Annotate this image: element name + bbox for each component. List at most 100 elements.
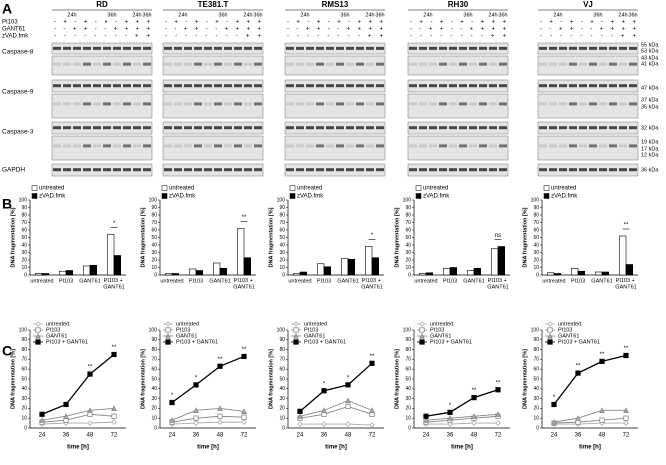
band [569, 126, 577, 130]
band [133, 126, 141, 130]
band [559, 84, 567, 88]
band [539, 168, 547, 172]
band [93, 144, 101, 148]
band [123, 46, 131, 50]
marker [345, 382, 351, 388]
series-line [554, 422, 626, 425]
band [569, 168, 577, 172]
x-tick-label: 72 [495, 433, 502, 439]
band [539, 62, 547, 66]
band [589, 84, 597, 88]
y-tick-label: 50 [533, 376, 539, 382]
band [204, 62, 212, 66]
band [93, 102, 101, 106]
band [499, 144, 507, 148]
band [559, 102, 567, 106]
band [346, 84, 354, 88]
legend-label: GANT61 [176, 333, 197, 339]
bar [243, 257, 252, 276]
band [346, 126, 354, 130]
band [53, 62, 61, 66]
legend-swatch [289, 193, 296, 199]
band [143, 102, 151, 106]
annotation: ** [624, 223, 629, 229]
y-tick-label: 50 [405, 235, 411, 241]
y-axis-label: DNA fragmentation [%] [268, 349, 274, 409]
annotation: ** [576, 364, 581, 370]
marker [623, 407, 629, 413]
band [589, 168, 597, 172]
blot-strip [284, 55, 386, 76]
legend-label: untreated [39, 186, 64, 192]
marker [193, 415, 199, 421]
band [214, 62, 222, 66]
band [629, 84, 637, 88]
x-tick-label: 72 [241, 433, 248, 439]
bar [164, 273, 173, 276]
band [366, 62, 374, 66]
legend-swatch [415, 193, 422, 199]
marker [547, 321, 553, 327]
band [589, 102, 597, 106]
series-line [41, 353, 115, 415]
band [376, 168, 384, 172]
marker [471, 420, 477, 426]
band [549, 46, 557, 50]
band [296, 84, 304, 88]
band [579, 84, 587, 88]
band [499, 46, 507, 50]
bar [82, 265, 91, 276]
marker [217, 405, 223, 412]
marker [471, 413, 477, 419]
series-line [425, 415, 499, 423]
band [286, 62, 294, 66]
x-tick-label: GANT61 [209, 278, 230, 284]
annotation: * [195, 375, 198, 381]
band [609, 126, 617, 130]
band [589, 62, 597, 66]
y-tick-label: 80 [405, 212, 411, 218]
band [194, 168, 202, 172]
band [539, 144, 547, 148]
band [599, 144, 607, 148]
annotation: ** [624, 346, 629, 352]
bar [490, 248, 499, 276]
band [113, 144, 121, 148]
band [479, 62, 487, 66]
time-label: 24h [365, 12, 374, 18]
band [174, 126, 182, 130]
band [123, 144, 131, 148]
marker [321, 407, 327, 413]
x-tick-label: GANT61 [463, 278, 484, 284]
band [224, 144, 232, 148]
marker [297, 413, 303, 419]
legend-swatch [415, 185, 422, 191]
time-label: 36h [463, 12, 472, 18]
band [73, 144, 81, 148]
marker-label: 53 kDa [641, 48, 659, 54]
band [459, 102, 467, 106]
band [83, 168, 91, 172]
bar [473, 267, 482, 276]
band [599, 46, 607, 50]
band [479, 102, 487, 106]
x-tick-label: PI103 [571, 278, 585, 284]
lane-signs: - - - - - - - - + + [410, 34, 506, 40]
band [619, 102, 627, 106]
legend-label: zVAD.fmk [169, 194, 196, 200]
band [326, 84, 334, 88]
y-tick-label: 50 [279, 235, 285, 241]
legend-label: zVAD.fmk [551, 194, 578, 200]
bar [292, 273, 301, 276]
legend-label: zVAD.fmk [423, 194, 450, 200]
marker [623, 420, 629, 426]
cell-line: TE381.T [198, 0, 229, 9]
bar [236, 228, 245, 276]
marker [165, 327, 171, 333]
x-tick-label: PI103 + GANT61 [615, 278, 636, 291]
band [469, 144, 477, 148]
bar [65, 270, 74, 276]
bar [601, 271, 610, 276]
band [123, 168, 131, 172]
blot-strip [537, 55, 639, 76]
